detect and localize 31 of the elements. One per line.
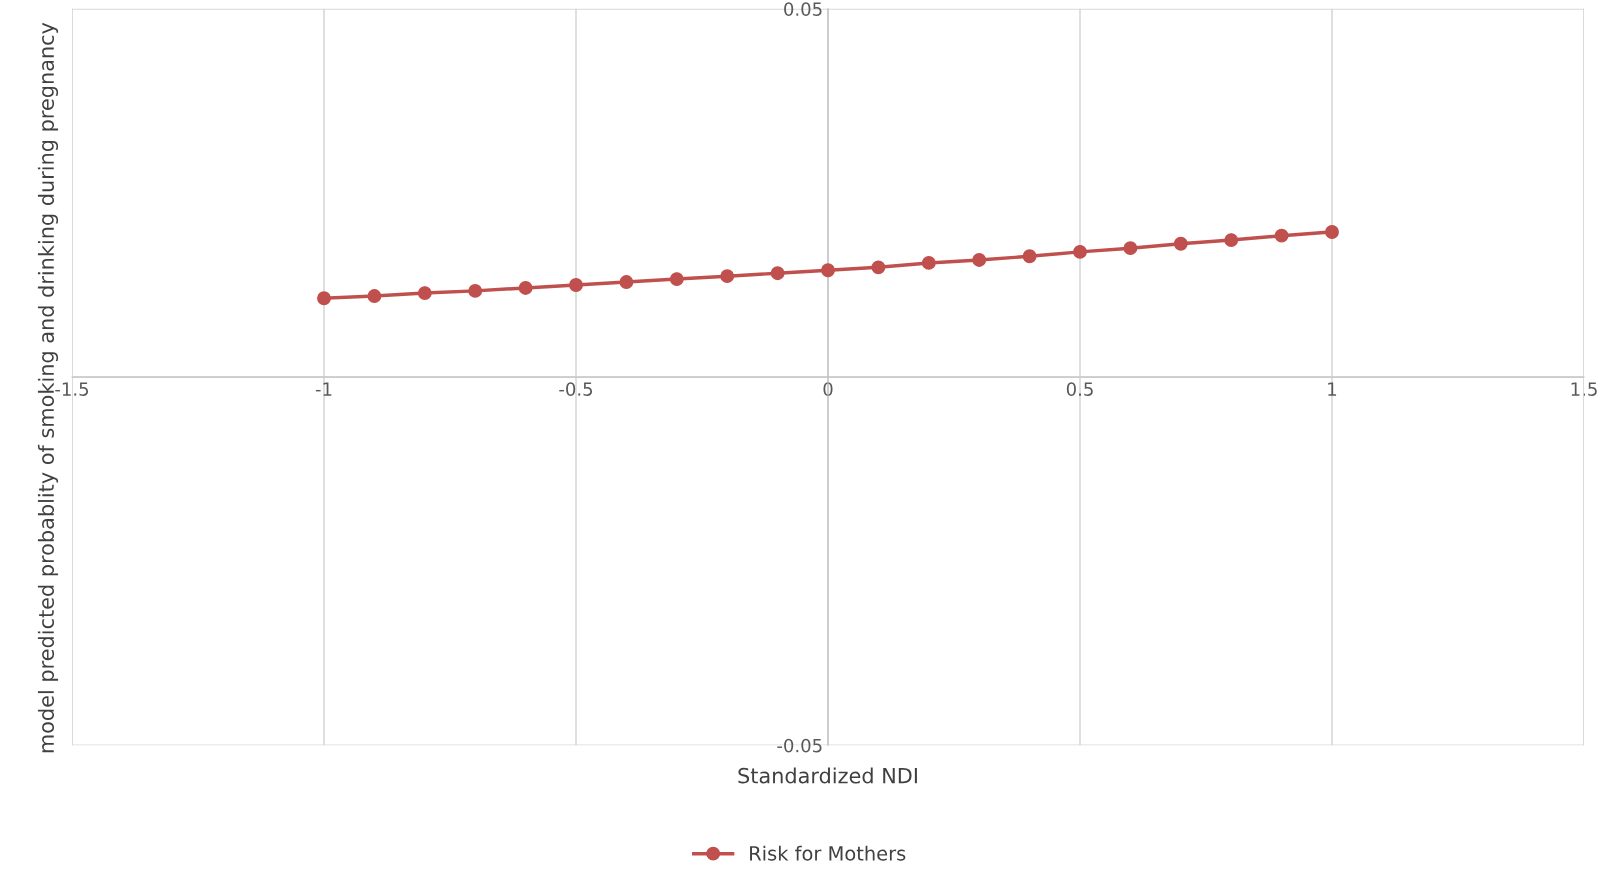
x-tick-label: -0.5 [559, 382, 593, 396]
point [1224, 233, 1239, 248]
point [921, 255, 936, 270]
point [1274, 228, 1289, 243]
x-tick-label: 1 [1328, 382, 1337, 396]
x-tick-label: 0.5 [1066, 382, 1093, 396]
point [1325, 225, 1339, 239]
x-tick-label: -1 [315, 382, 332, 396]
point [669, 272, 684, 287]
x-tick-label: 1.5 [1571, 382, 1597, 396]
point [770, 266, 785, 281]
point [619, 275, 634, 289]
point [417, 286, 432, 301]
legend-label: Risk for Mothers [750, 845, 906, 861]
y-tick-label: -0.05 [777, 738, 822, 753]
x-axis-title: Standardized NDI [738, 767, 917, 784]
point [468, 283, 483, 298]
point [1173, 236, 1188, 251]
point [871, 260, 886, 275]
point [1022, 249, 1037, 264]
point [1073, 244, 1087, 259]
point [569, 278, 583, 292]
point [720, 269, 735, 284]
x-tick-label: 0 [823, 382, 833, 396]
point [518, 280, 533, 295]
point [972, 253, 987, 267]
point [367, 289, 382, 303]
point [317, 291, 331, 306]
point [821, 263, 835, 278]
y-tick-label: 0.05 [784, 2, 822, 16]
point [1123, 241, 1138, 256]
